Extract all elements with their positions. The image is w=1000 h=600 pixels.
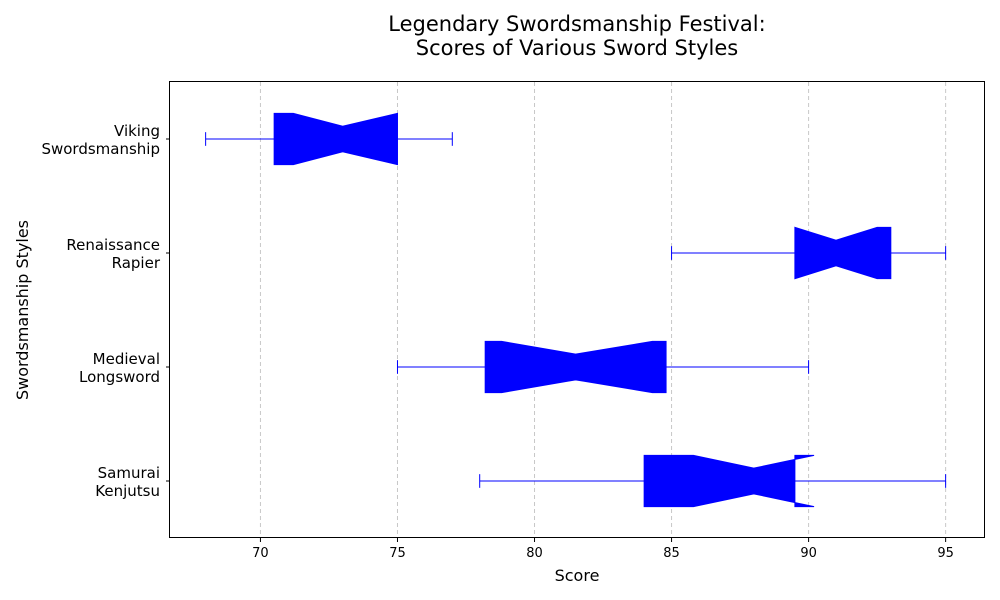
x-tick-label: 75 <box>389 546 406 561</box>
x-tick-label: 85 <box>663 546 680 561</box>
y-category-label: Medieval <box>93 350 160 368</box>
x-tick-layer: 70 75 80 85 90 95 <box>252 538 954 561</box>
y-category-label: Longsword <box>79 368 160 386</box>
notched-box <box>794 226 892 280</box>
x-tick-label: 95 <box>937 546 954 561</box>
y-category-label: Viking <box>114 122 160 140</box>
box-layer <box>205 112 947 508</box>
y-axis-label: Swordsmanship Styles <box>13 220 32 400</box>
y-category-label: Kenjutsu <box>95 482 160 500</box>
notched-box <box>643 454 815 508</box>
notched-box <box>273 112 398 166</box>
chart-title-line-2: Scores of Various Sword Styles <box>416 36 739 60</box>
x-tick-label: 70 <box>252 546 269 561</box>
plot-frame <box>169 81 985 538</box>
x-tick-label: 90 <box>800 546 817 561</box>
y-category-label: Swordsmanship <box>41 140 160 158</box>
y-category-label: Rapier <box>112 254 161 272</box>
x-axis-label: Score <box>555 566 600 585</box>
y-category-label: Samurai <box>98 464 160 482</box>
x-tick-label: 80 <box>526 546 543 561</box>
chart-title-line-1: Legendary Swordsmanship Festival: <box>388 12 765 36</box>
y-category-label: Renaissance <box>66 236 160 254</box>
